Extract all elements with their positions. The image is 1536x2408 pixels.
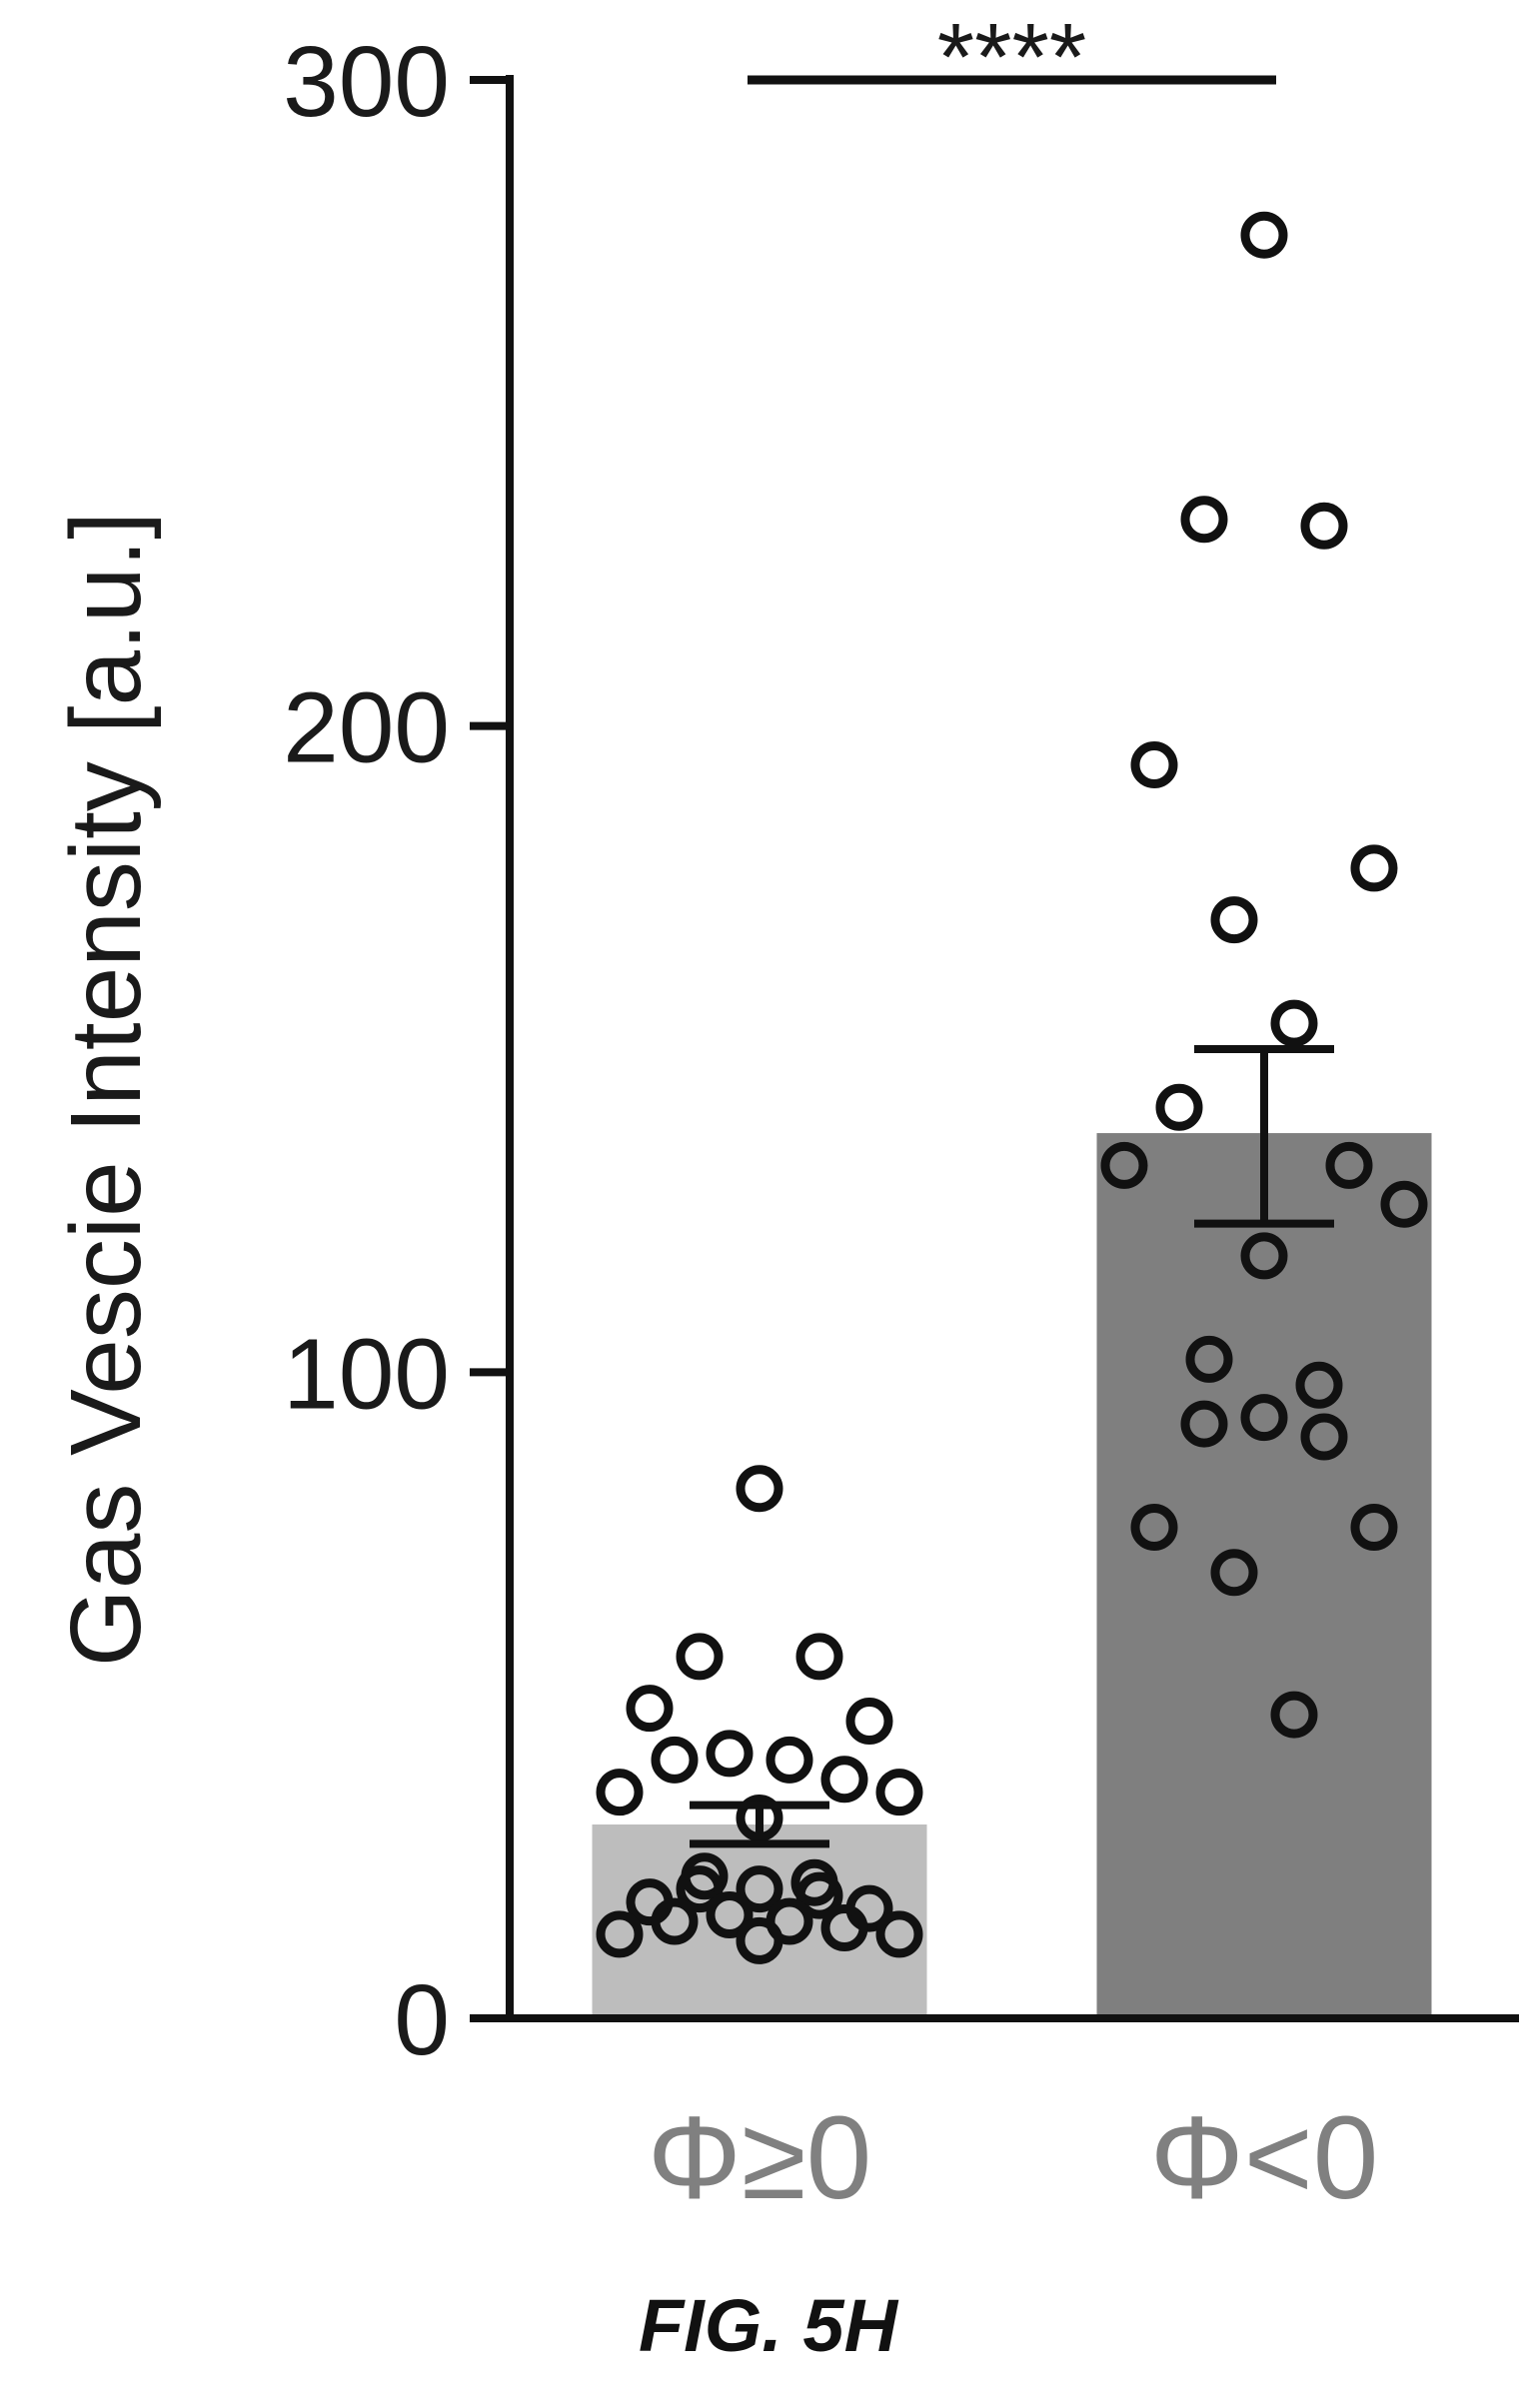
- data-point: [1300, 502, 1348, 550]
- data-point: [1130, 1504, 1178, 1552]
- data-point: [1350, 1504, 1398, 1552]
- data-point: [596, 1910, 644, 1958]
- y-tick-label: 300: [283, 26, 450, 138]
- y-tick-label: 200: [283, 672, 450, 784]
- data-point: [1180, 1400, 1228, 1448]
- x-category-label: Φ<0: [1150, 2092, 1379, 2224]
- data-point: [875, 1769, 923, 1816]
- data-point: [1180, 496, 1228, 544]
- labels-layer: 0 100 200 300 Φ≥0 Φ<0 Gas Vescie Intensity [a.…: [50, 4, 1378, 2224]
- data-point: [676, 1633, 724, 1681]
- data-point: [1210, 896, 1258, 944]
- data-point: [1240, 1232, 1288, 1280]
- bars-layer: [592, 1133, 1432, 2018]
- data-point: [1350, 844, 1398, 892]
- data-point: [1270, 999, 1318, 1047]
- data-point: [1130, 740, 1178, 788]
- data-point: [736, 1916, 783, 1964]
- data-point: [676, 1865, 724, 1913]
- data-point: [736, 1865, 783, 1913]
- data-point: [795, 1633, 843, 1681]
- data-point: [1300, 1413, 1348, 1461]
- data-point: [626, 1685, 674, 1733]
- data-point: [875, 1910, 923, 1958]
- data-point: [795, 1871, 843, 1919]
- data-point: [651, 1897, 699, 1945]
- data-point: [1210, 1549, 1258, 1597]
- y-axis-label: Gas Vescie Intensity [a.u.]: [50, 512, 162, 1667]
- data-point: [596, 1769, 644, 1816]
- data-point: [651, 1736, 699, 1784]
- data-points-layer: [596, 211, 1428, 1964]
- data-point: [1100, 1141, 1148, 1189]
- axes-layer: [470, 75, 1519, 2022]
- data-point: [1240, 211, 1288, 259]
- bar: [1096, 1133, 1432, 2018]
- data-point: [706, 1730, 754, 1778]
- error-bars-layer: [690, 1045, 1334, 1848]
- y-tick-label: 0: [394, 1964, 450, 2076]
- x-category-label: Φ≥0: [648, 2092, 872, 2224]
- y-tick-label: 100: [283, 1318, 450, 1430]
- data-point: [1380, 1180, 1428, 1228]
- data-point: [766, 1736, 813, 1784]
- figure-caption: FIG. 5H: [638, 2284, 898, 2367]
- data-point: [1240, 1394, 1288, 1442]
- data-point: [1325, 1141, 1373, 1189]
- data-point: [1185, 1335, 1233, 1383]
- data-point: [820, 1756, 868, 1804]
- data-point: [845, 1698, 893, 1746]
- data-point: [820, 1903, 868, 1951]
- significance-label: ****: [937, 4, 1086, 111]
- data-point: [736, 1465, 783, 1513]
- data-point: [706, 1891, 754, 1939]
- data-point: [1270, 1691, 1318, 1739]
- data-point: [1155, 1083, 1203, 1131]
- data-point: [1295, 1361, 1343, 1409]
